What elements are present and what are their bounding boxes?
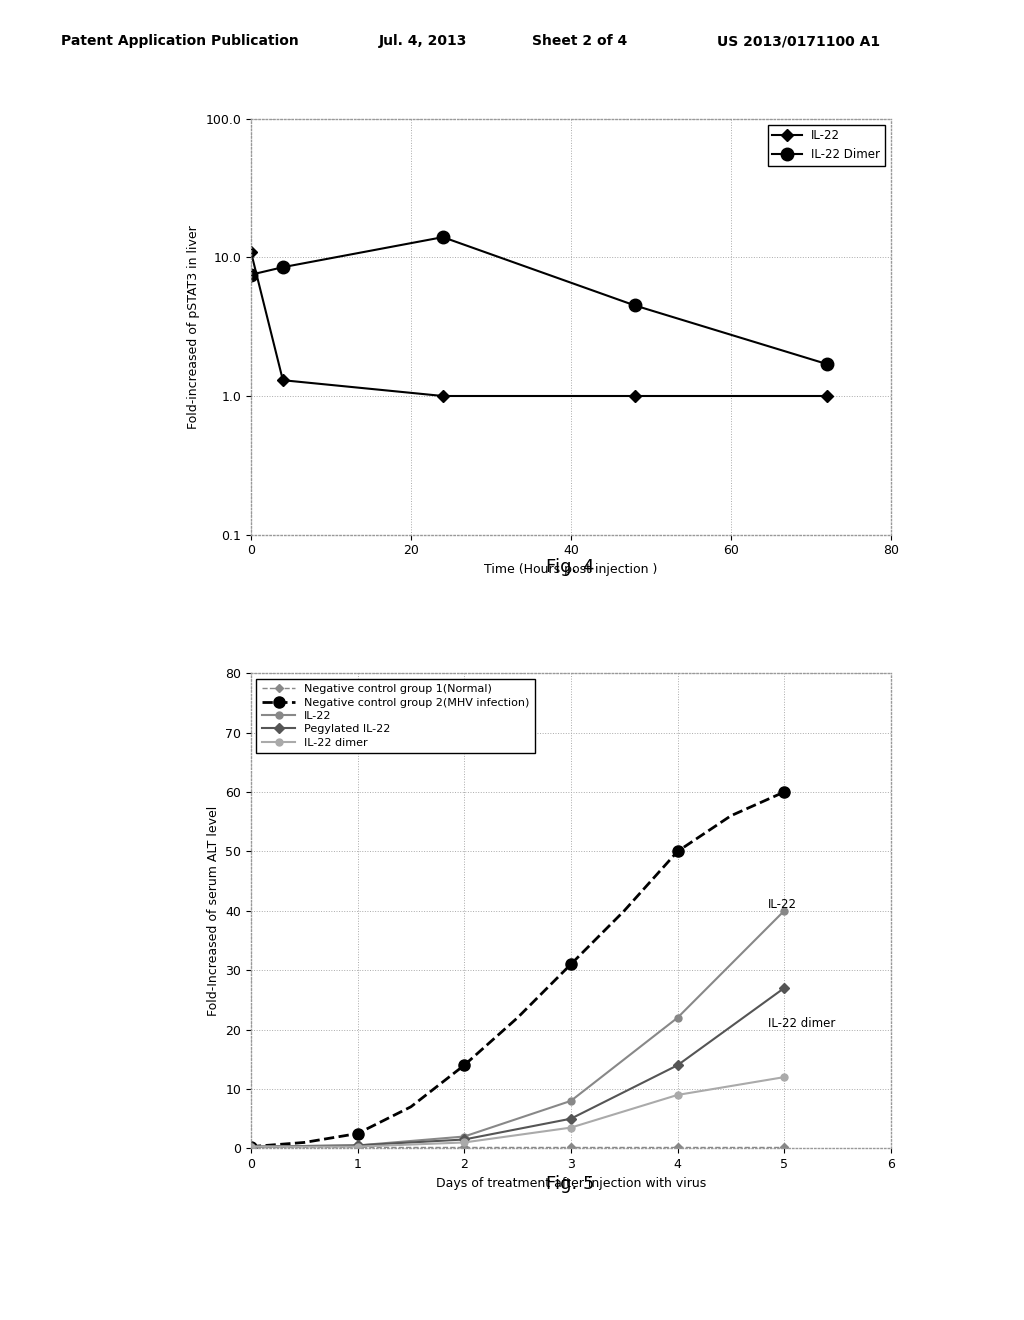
IL-22 — [245, 244, 257, 260]
Line: IL-22: IL-22 — [248, 907, 787, 1150]
Negative control group 1(Normal) — [511, 1139, 523, 1155]
Negative control group 1(Normal) — [592, 1139, 604, 1155]
IL-22 Dimer — [276, 259, 289, 275]
Y-axis label: Fold-Increased of serum ALT level: Fold-Increased of serum ALT level — [207, 805, 219, 1016]
Pegylated IL-22 — [351, 1138, 364, 1154]
Text: IL-22 dimer: IL-22 dimer — [768, 1018, 836, 1030]
Negative control group 1(Normal) — [618, 1139, 631, 1155]
IL-22 — [276, 372, 289, 388]
IL-22 dimer — [565, 1119, 578, 1135]
Negative control group 2(MHV infection) — [351, 1126, 364, 1142]
Text: IL-22: IL-22 — [768, 899, 798, 911]
IL-22 — [351, 1138, 364, 1154]
Negative control group 1(Normal) — [538, 1139, 550, 1155]
Negative control group 2(MHV infection) — [404, 1098, 417, 1114]
Legend: Negative control group 1(Normal), Negative control group 2(MHV infection), IL-22: Negative control group 1(Normal), Negati… — [256, 678, 536, 754]
IL-22 dimer — [672, 1088, 684, 1104]
Legend: IL-22, IL-22 Dimer: IL-22, IL-22 Dimer — [768, 124, 885, 166]
Negative control group 1(Normal) — [565, 1139, 578, 1155]
Negative control group 2(MHV infection) — [511, 1010, 523, 1026]
Text: Patent Application Publication: Patent Application Publication — [61, 34, 299, 49]
Negative control group 2(MHV infection) — [245, 1139, 257, 1155]
Negative control group 1(Normal) — [484, 1139, 497, 1155]
IL-22 — [821, 388, 834, 404]
Negative control group 2(MHV infection) — [778, 784, 791, 800]
Line: Negative control group 1(Normal): Negative control group 1(Normal) — [248, 1144, 787, 1150]
Negative control group 1(Normal) — [298, 1139, 310, 1155]
Pegylated IL-22 — [672, 1057, 684, 1073]
Negative control group 1(Normal) — [645, 1139, 657, 1155]
Negative control group 2(MHV infection) — [725, 808, 737, 824]
Negative control group 2(MHV infection) — [298, 1135, 310, 1151]
Negative control group 1(Normal) — [325, 1139, 337, 1155]
Text: Jul. 4, 2013: Jul. 4, 2013 — [379, 34, 467, 49]
Pegylated IL-22 — [458, 1131, 470, 1147]
IL-22 Dimer — [821, 356, 834, 372]
IL-22 — [245, 1139, 257, 1155]
IL-22 dimer — [351, 1139, 364, 1155]
Text: US 2013/0171100 A1: US 2013/0171100 A1 — [717, 34, 880, 49]
Negative control group 1(Normal) — [404, 1139, 417, 1155]
Negative control group 2(MHV infection) — [672, 843, 684, 859]
Negative control group 2(MHV infection) — [565, 956, 578, 972]
Line: Negative control group 2(MHV infection): Negative control group 2(MHV infection) — [246, 787, 790, 1152]
X-axis label: Days of treatment after injection with virus: Days of treatment after injection with v… — [436, 1176, 706, 1189]
Pegylated IL-22 — [565, 1111, 578, 1127]
Negative control group 1(Normal) — [725, 1139, 737, 1155]
Line: IL-22 Dimer: IL-22 Dimer — [245, 231, 834, 371]
IL-22 — [672, 1010, 684, 1026]
Negative control group 1(Normal) — [458, 1139, 470, 1155]
Text: Sheet 2 of 4: Sheet 2 of 4 — [532, 34, 628, 49]
IL-22 — [778, 903, 791, 919]
Negative control group 1(Normal) — [672, 1139, 684, 1155]
Negative control group 2(MHV infection) — [618, 903, 631, 919]
IL-22 Dimer — [245, 267, 257, 282]
IL-22 dimer — [245, 1139, 257, 1155]
IL-22 Dimer — [629, 297, 641, 313]
Negative control group 1(Normal) — [378, 1139, 390, 1155]
Negative control group 1(Normal) — [245, 1139, 257, 1155]
Line: Pegylated IL-22: Pegylated IL-22 — [248, 985, 787, 1150]
Negative control group 1(Normal) — [698, 1139, 711, 1155]
Negative control group 2(MHV infection) — [458, 1057, 470, 1073]
Pegylated IL-22 — [245, 1139, 257, 1155]
Line: IL-22 dimer: IL-22 dimer — [248, 1073, 787, 1150]
Negative control group 1(Normal) — [351, 1139, 364, 1155]
Line: IL-22: IL-22 — [247, 247, 831, 400]
IL-22 dimer — [778, 1069, 791, 1085]
Pegylated IL-22 — [778, 979, 791, 995]
IL-22 dimer — [458, 1135, 470, 1151]
IL-22 — [436, 388, 449, 404]
Negative control group 1(Normal) — [778, 1139, 791, 1155]
Y-axis label: Fold-increased of pSTAT3 in liver: Fold-increased of pSTAT3 in liver — [186, 224, 200, 429]
IL-22 — [565, 1093, 578, 1109]
Negative control group 1(Normal) — [271, 1139, 284, 1155]
Text: Fig. 4: Fig. 4 — [546, 558, 595, 577]
Text: Fig. 5: Fig. 5 — [546, 1175, 595, 1193]
Negative control group 1(Normal) — [752, 1139, 764, 1155]
IL-22 — [458, 1129, 470, 1144]
IL-22 Dimer — [436, 230, 449, 246]
IL-22 — [629, 388, 641, 404]
Negative control group 1(Normal) — [431, 1139, 443, 1155]
X-axis label: Time (Hours post injection ): Time (Hours post injection ) — [484, 562, 657, 576]
